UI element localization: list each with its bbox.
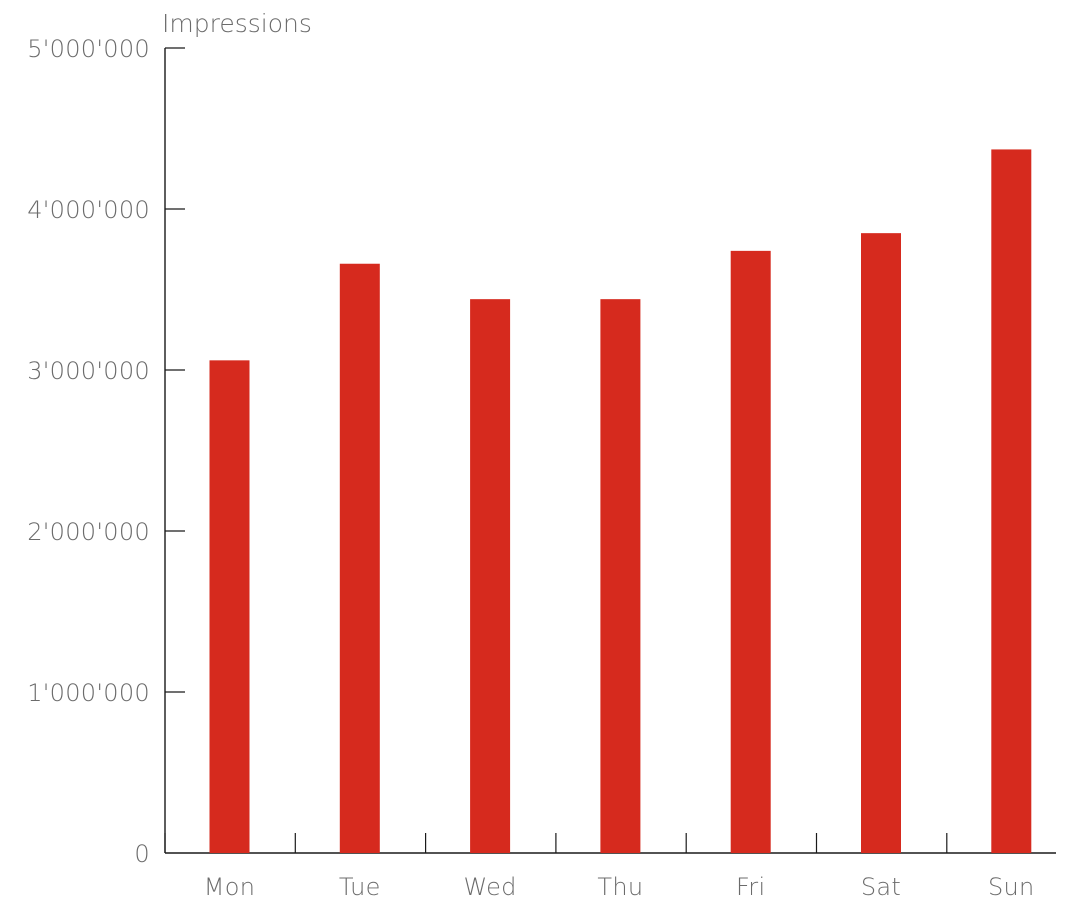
bars [209, 149, 1032, 854]
y-axis: 0 1'000'000 2'000'000 3'000'000 4'000'000 5'0… [27, 35, 185, 868]
bar-sat [861, 233, 901, 853]
y-tick-label: 0 [134, 840, 150, 868]
bar-thu [600, 299, 641, 853]
bar-tue [339, 263, 380, 853]
bar-sun [991, 149, 1032, 853]
y-tick-label: 4'000'000 [27, 196, 150, 224]
x-tick-label: Thu [597, 873, 643, 899]
x-tick-label: Sun [988, 873, 1035, 899]
bar-mon [209, 360, 250, 853]
y-tick-label: 2'000'000 [27, 518, 150, 546]
y-tick-label: 1'000'000 [27, 679, 150, 707]
x-tick-label: Tue [339, 873, 381, 899]
y-tick-label: 3'000'000 [27, 357, 150, 385]
x-tick-label: Fri [736, 873, 766, 899]
x-axis: Mon Tue Wed Thu Fri Sat Sun [164, 833, 1056, 899]
y-axis-title: Impressions [162, 9, 312, 38]
y-tick-label: 5'000'000 [27, 35, 150, 63]
bar-wed [470, 299, 511, 853]
bar-fri [730, 250, 771, 854]
x-tick-label: Sat [861, 873, 901, 899]
x-tick-label: Mon [204, 873, 256, 899]
x-tick-label: Wed [463, 873, 516, 899]
